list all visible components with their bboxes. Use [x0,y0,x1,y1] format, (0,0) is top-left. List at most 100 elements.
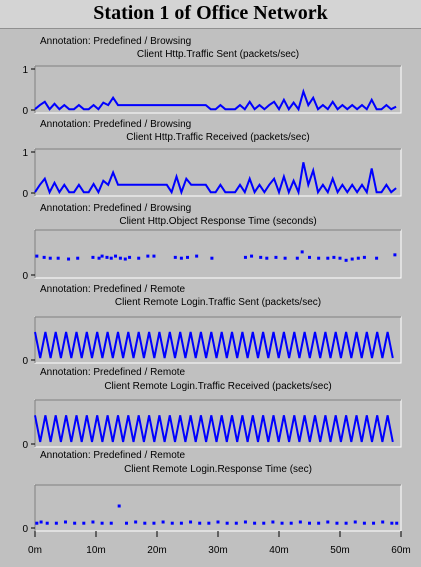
data-point-3-36 [344,258,348,262]
data-point-6-41 [395,521,399,525]
data-point-6-37 [362,521,366,525]
data-point-3-20 [186,255,189,259]
data-point-3-0 [35,254,39,258]
data-point-3-21 [195,254,199,258]
panel-title-3: Client Http.Object Response Time (second… [119,216,316,227]
data-point-3-37 [350,257,354,261]
data-point-3-3 [56,256,60,260]
data-point-6-23 [234,521,238,525]
data-point-3-22 [210,256,214,260]
data-point-3-38 [356,256,360,260]
data-point-6-29 [289,521,293,525]
x-tick-label-4: 40m [269,545,288,556]
data-point-6-5 [73,521,77,525]
data-point-3-7 [97,256,101,260]
data-point-3-33 [326,256,330,260]
data-point-6-0 [35,521,39,525]
data-point-3-40 [375,256,379,260]
y-tick-label-2-0: 0 [22,189,28,200]
data-point-6-25 [253,521,257,525]
y-tick-label-1-0: 0 [22,106,28,117]
x-tick-label-6: 60m [391,545,410,556]
data-point-6-39 [381,520,385,524]
data-point-6-11 [125,521,128,525]
data-point-6-14 [152,521,156,525]
data-point-6-24 [243,520,247,524]
x-tick-label-5: 50m [330,545,349,556]
data-point-6-36 [353,520,357,524]
data-point-3-24 [250,254,254,258]
y-tick-label-3-0: 0 [22,271,28,282]
data-point-3-15 [137,256,141,260]
data-point-6-3 [54,521,58,525]
data-point-6-1 [39,520,43,524]
y-tick-label-6-0: 0 [22,524,28,535]
data-point-3-14 [128,255,132,259]
data-point-6-12 [134,520,138,524]
x-tick-label-0: 0m [28,545,42,556]
x-tick-label-1: 10m [86,545,105,556]
data-point-3-6 [91,255,95,259]
data-point-6-8 [100,521,104,525]
y-tick-label-1-1: 1 [22,65,28,76]
panel-title-5: Client Remote Login.Traffic Received (pa… [104,381,331,392]
panel-title-4: Client Remote Login.Traffic Sent (packet… [115,297,321,308]
plot-frame-5 [34,399,402,448]
annotation-label-6: Annotation: Predefined / Remote [40,450,186,461]
data-point-6-18 [189,520,193,524]
y-tick-label-4-0: 0 [22,356,28,367]
data-point-6-13 [143,521,147,525]
data-point-6-32 [317,521,321,525]
annotation-label-3: Annotation: Predefined / Browsing [40,203,191,214]
data-point-6-9 [109,521,113,525]
data-point-3-31 [308,255,311,259]
panel-title-1: Client Http.Traffic Sent (packets/sec) [137,49,299,60]
data-point-3-32 [317,256,321,260]
data-point-6-4 [64,520,67,524]
plot-frame-1 [34,65,402,114]
data-point-3-26 [265,256,269,260]
x-tick-label-3: 30m [208,545,227,556]
data-point-3-19 [179,256,183,260]
annotation-label-4: Annotation: Predefined / Remote [40,284,186,295]
data-point-3-5 [76,256,80,260]
data-point-6-26 [262,521,266,525]
panel-title-2: Client Http.Traffic Received (packets/se… [126,132,309,143]
data-point-6-33 [326,520,330,524]
y-tick-label-5-0: 0 [22,440,28,451]
data-point-6-21 [216,520,220,524]
data-point-3-28 [283,256,287,260]
data-point-6-7 [91,520,95,524]
plot-frame-3 [34,229,402,279]
data-point-6-22 [225,521,229,525]
data-point-3-17 [152,254,156,258]
data-point-3-30 [300,250,304,254]
data-point-6-6 [82,521,86,525]
data-point-3-35 [338,256,342,260]
data-point-6-15 [161,520,165,524]
annotation-label-2: Annotation: Predefined / Browsing [40,119,191,130]
data-point-6-28 [280,521,284,525]
data-point-6-34 [335,521,339,525]
data-point-6-30 [298,520,302,524]
plot-frame-4 [34,316,402,364]
data-point-6-35 [344,521,348,525]
data-point-3-2 [48,256,52,260]
series-line-4 [34,331,394,359]
data-point-3-4 [67,257,71,261]
page-title: Station 1 of Office Network [93,2,328,24]
x-tick-label-2: 20m [147,545,166,556]
data-point-3-9 [105,255,109,259]
data-point-3-27 [274,255,278,259]
data-point-3-34 [332,255,336,259]
data-point-3-8 [100,254,104,258]
data-point-6-17 [179,521,183,525]
series-line-1 [34,88,397,112]
annotation-label-1: Annotation: Predefined / Browsing [40,36,191,47]
series-line-5 [34,415,394,443]
data-point-6-10 [117,504,121,508]
data-point-3-10 [109,256,113,260]
data-point-3-11 [114,254,118,258]
data-point-3-39 [362,255,366,259]
